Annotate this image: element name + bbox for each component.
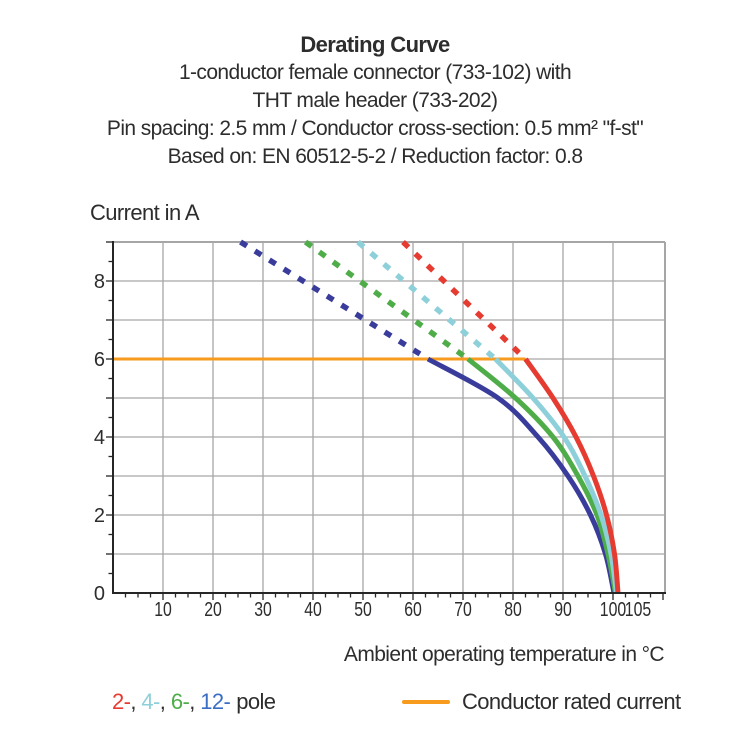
svg-text:4: 4 xyxy=(94,427,105,449)
legend-rated-current: Conductor rated current xyxy=(402,689,681,715)
svg-text:60: 60 xyxy=(404,599,422,621)
grid-lines xyxy=(113,241,666,593)
svg-text:40: 40 xyxy=(304,599,322,621)
svg-text:6: 6 xyxy=(94,349,105,371)
legend-poles: 2-, 4-, 6-, 12- pole xyxy=(112,689,276,715)
4-pole-solid-curve xyxy=(493,357,619,594)
y-axis-title: Current in A xyxy=(90,200,200,225)
chart-subtitle-line-1: 1-conductor female connector (733-102) w… xyxy=(178,61,572,84)
axes xyxy=(106,241,666,600)
rated-current-line-sample xyxy=(402,700,450,704)
svg-text:100: 100 xyxy=(600,599,626,621)
chart-title: Derating Curve xyxy=(300,32,450,57)
legend-separator: , xyxy=(159,689,171,714)
legend-pole-suffix: pole xyxy=(236,689,276,714)
svg-text:90: 90 xyxy=(554,599,572,621)
4-pole-dashed-line xyxy=(356,239,498,362)
chart-subtitle-line-3: Pin spacing: 2.5 mm / Conductor cross-se… xyxy=(106,117,644,140)
svg-text:80: 80 xyxy=(504,599,522,621)
chart-subtitle-line-4: Based on: EN 60512-5-2 / Reduction facto… xyxy=(167,145,583,168)
svg-text:8: 8 xyxy=(94,271,105,293)
svg-text:2: 2 xyxy=(94,505,105,527)
legend-pole-4: 4- xyxy=(141,689,160,714)
legend-pole-12: 12- xyxy=(200,689,231,714)
6-pole-solid-curve xyxy=(466,357,618,594)
legend-pole-6: 6- xyxy=(170,689,190,714)
rated-current-label: Conductor rated current xyxy=(462,689,681,714)
svg-text:0: 0 xyxy=(94,583,105,605)
svg-text:105: 105 xyxy=(625,599,651,621)
12-pole-dashed-line xyxy=(239,239,430,362)
svg-text:30: 30 xyxy=(254,599,272,621)
legend-separator: , xyxy=(189,689,201,714)
svg-text:50: 50 xyxy=(354,599,372,621)
legend-pole-2: 2- xyxy=(112,689,131,714)
svg-text:70: 70 xyxy=(454,599,472,621)
legend-separator: , xyxy=(130,689,142,714)
chart-header: Derating Curve 1-conductor female connec… xyxy=(0,31,750,171)
2-pole-dashed-line xyxy=(401,240,528,361)
svg-text:20: 20 xyxy=(204,599,222,621)
2-pole-solid-curve xyxy=(523,357,621,594)
chart-subtitle-line-2: THT male header (733-202) xyxy=(252,89,499,112)
x-axis-title: Ambient operating temperature in °C xyxy=(343,643,665,666)
svg-text:10: 10 xyxy=(154,599,172,621)
series-curves xyxy=(239,239,621,594)
